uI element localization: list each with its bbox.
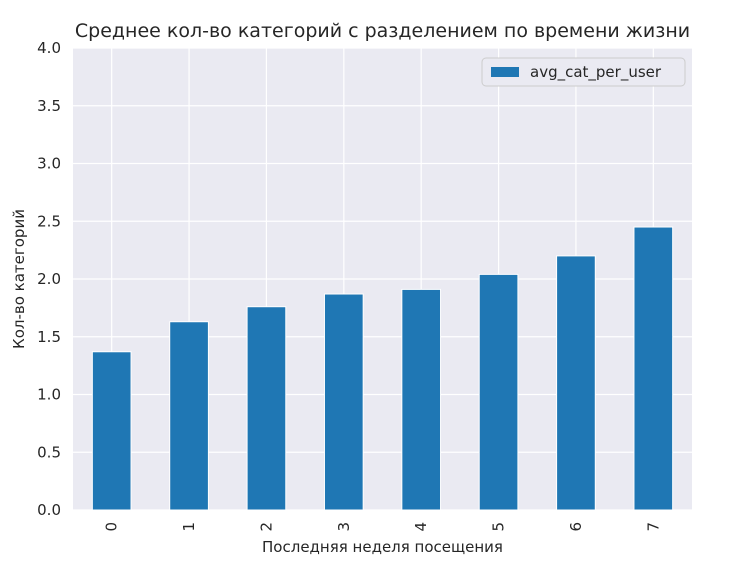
y-tick-label: 1.5 bbox=[37, 328, 61, 346]
y-tick-label: 2.5 bbox=[37, 212, 61, 230]
bar bbox=[169, 321, 209, 511]
bars bbox=[91, 226, 674, 511]
y-tick-label: 0.0 bbox=[37, 501, 61, 519]
y-tick-label: 4.0 bbox=[37, 39, 61, 57]
legend: avg_cat_per_user bbox=[481, 57, 686, 87]
x-tick-label: 6 bbox=[567, 522, 585, 532]
bar bbox=[478, 273, 519, 511]
bar bbox=[323, 293, 364, 511]
x-tick-label: 3 bbox=[335, 522, 353, 532]
y-tick-label: 2.0 bbox=[37, 270, 61, 288]
legend-box bbox=[481, 57, 686, 87]
bar bbox=[556, 255, 596, 511]
x-tick-label: 7 bbox=[644, 522, 662, 532]
bar bbox=[91, 351, 132, 511]
x-axis-label: Последняя неделя посещения bbox=[262, 538, 503, 556]
bar bbox=[401, 288, 442, 511]
bar bbox=[246, 306, 287, 511]
y-axis-label: Кол-во категорий bbox=[10, 209, 28, 349]
x-tick-label: 1 bbox=[180, 522, 198, 532]
y-tick-label: 3.0 bbox=[37, 155, 61, 173]
x-tick-label: 5 bbox=[490, 522, 508, 532]
chart-title: Среднее кол-во категорий с разделением п… bbox=[75, 20, 690, 42]
x-tick-label: 4 bbox=[412, 522, 430, 532]
y-tick-label: 3.5 bbox=[37, 97, 61, 115]
x-tick-label: 2 bbox=[257, 522, 275, 532]
y-tick-label: 0.5 bbox=[37, 443, 61, 461]
y-tick-label: 1.0 bbox=[37, 386, 61, 404]
x-tick-labels: 0 1 2 3 4 5 6 7 bbox=[103, 522, 663, 532]
y-tick-labels: 0.0 0.5 1.0 1.5 2.0 2.5 3.0 3.5 4.0 bbox=[37, 39, 61, 519]
legend-swatch bbox=[491, 67, 519, 77]
x-tick-label: 0 bbox=[103, 522, 121, 532]
legend-label: avg_cat_per_user bbox=[530, 63, 662, 82]
bar bbox=[633, 226, 674, 511]
